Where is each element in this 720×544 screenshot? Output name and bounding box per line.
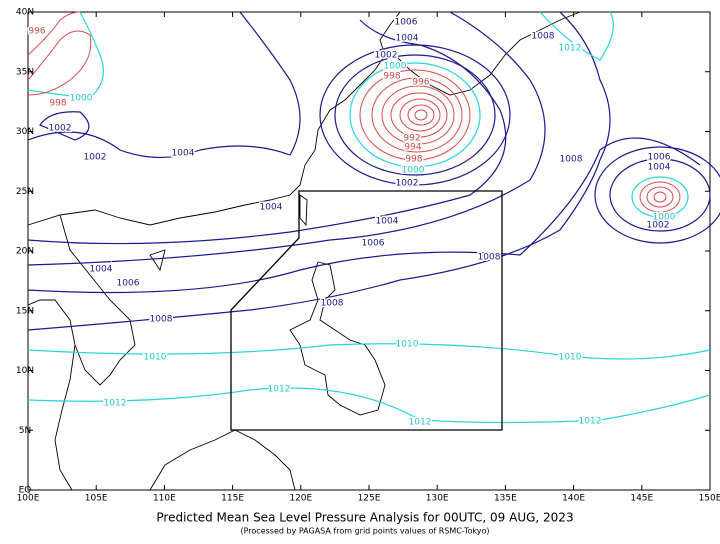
isobar-label: 1012 [104,399,127,409]
isobar-label: 998 [405,155,422,165]
lat-label: 30N [16,127,34,137]
lon-label: 115E [221,494,244,504]
isobar-label: 1008 [150,315,173,325]
lat-label: 15N [16,306,34,316]
isobar-label: 1002 [84,153,107,163]
isobar-label: 1012 [559,44,582,54]
isobar-label: 1002 [396,179,419,189]
isobar-label: 1000 [70,94,93,104]
lon-label: 145E [630,494,653,504]
isobar-label: 992 [403,134,420,144]
isobar-label: 1012 [409,418,432,428]
lon-label: 105E [85,494,108,504]
isobar-label: 998 [49,99,66,109]
isobar-label: 1002 [49,124,72,134]
lat-label: 10N [16,366,34,376]
isobar-label: 998 [383,72,400,82]
lat-label: 35N [16,67,34,77]
isobar-label: 1008 [560,155,583,165]
lon-label: 110E [153,494,176,504]
lon-label: 125E [358,494,381,504]
map-title: Predicted Mean Sea Level Pressure Analys… [156,511,573,525]
isobar-label: 1010 [144,353,167,363]
isobar-label: 1004 [376,217,399,227]
isobar-label: 1006 [362,239,385,249]
map-frame [27,11,711,491]
isobar-label: 1012 [579,417,602,427]
isobar-label: 1004 [648,163,671,173]
map-subtitle: (Processed by PAGASA from grid points va… [240,527,489,536]
par-boundary [230,190,503,431]
isobar-label: 1004 [172,149,195,159]
lon-label: 150E [699,494,720,504]
lon-label: 120E [289,494,312,504]
isobar-label: 996 [412,78,429,88]
lat-label: 40N [16,8,34,18]
lon-label: 130E [426,494,449,504]
isobar-label: 1010 [396,340,419,350]
isobar-label: 1002 [647,221,670,231]
lat-label: 25N [16,187,34,197]
lat-label: EQ [19,486,32,496]
isobar-label: 1006 [117,279,140,289]
isobar-label: 1004 [260,203,283,213]
lon-label: 140E [562,494,585,504]
isobar-label: 1006 [648,153,671,163]
lat-label: 20N [16,247,34,257]
isobar-label: 1004 [396,34,419,44]
isobar-label: 1006 [395,18,418,28]
isobars [27,11,720,424]
isobar-label: 994 [404,143,421,153]
lon-label: 135E [494,494,517,504]
isobar-label: 996 [28,27,45,37]
lat-label: 5N [19,426,31,436]
isobar-label: 1000 [402,166,425,176]
isobar-label: 1008 [321,299,344,309]
isobar-label: 1002 [375,51,398,61]
isobar-label: 1008 [478,253,501,263]
isobar-label: 1000 [653,213,676,223]
isobar-label: 1004 [90,265,113,275]
lon-label: 100E [17,494,40,504]
isobar-label: 1008 [532,32,555,42]
isobar-label: 1010 [559,353,582,363]
isobar-label: 1000 [384,62,407,72]
isobar-label: 1012 [268,385,291,395]
